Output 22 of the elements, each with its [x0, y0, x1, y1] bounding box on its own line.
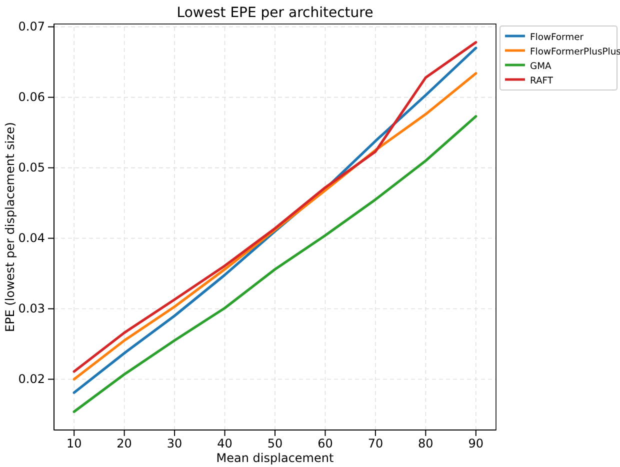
x-tick-label: 10 — [66, 436, 82, 451]
x-tick-label: 60 — [318, 436, 333, 451]
y-tick-label: 0.02 — [18, 372, 45, 386]
x-tick-label: 40 — [217, 436, 232, 451]
legend-label: GMA — [530, 61, 552, 72]
line-series — [72, 115, 478, 413]
legend-label: RAFT — [530, 76, 554, 86]
y-axis-title: EPE (lowest per displacement size) — [3, 122, 17, 332]
x-tick-label: 30 — [166, 436, 182, 451]
y-tick-label: 0.04 — [18, 231, 45, 246]
x-tick-label: 20 — [116, 436, 132, 451]
x-tick-label: 70 — [368, 436, 384, 451]
legend-label: FlowFormer — [530, 32, 584, 43]
x-axis-title: Mean displacement — [216, 451, 334, 465]
x-tick-label: 80 — [418, 436, 434, 451]
x-tick-label: 90 — [468, 436, 484, 451]
y-tick-label: 0.03 — [18, 302, 45, 316]
y-tick-label: 0.07 — [18, 20, 45, 34]
y-tick-label: 0.05 — [18, 160, 45, 175]
x-tick-label: 50 — [267, 436, 283, 451]
y-tick-label: 0.06 — [18, 90, 45, 104]
chart-title: Lowest EPE per architecture — [176, 5, 374, 21]
